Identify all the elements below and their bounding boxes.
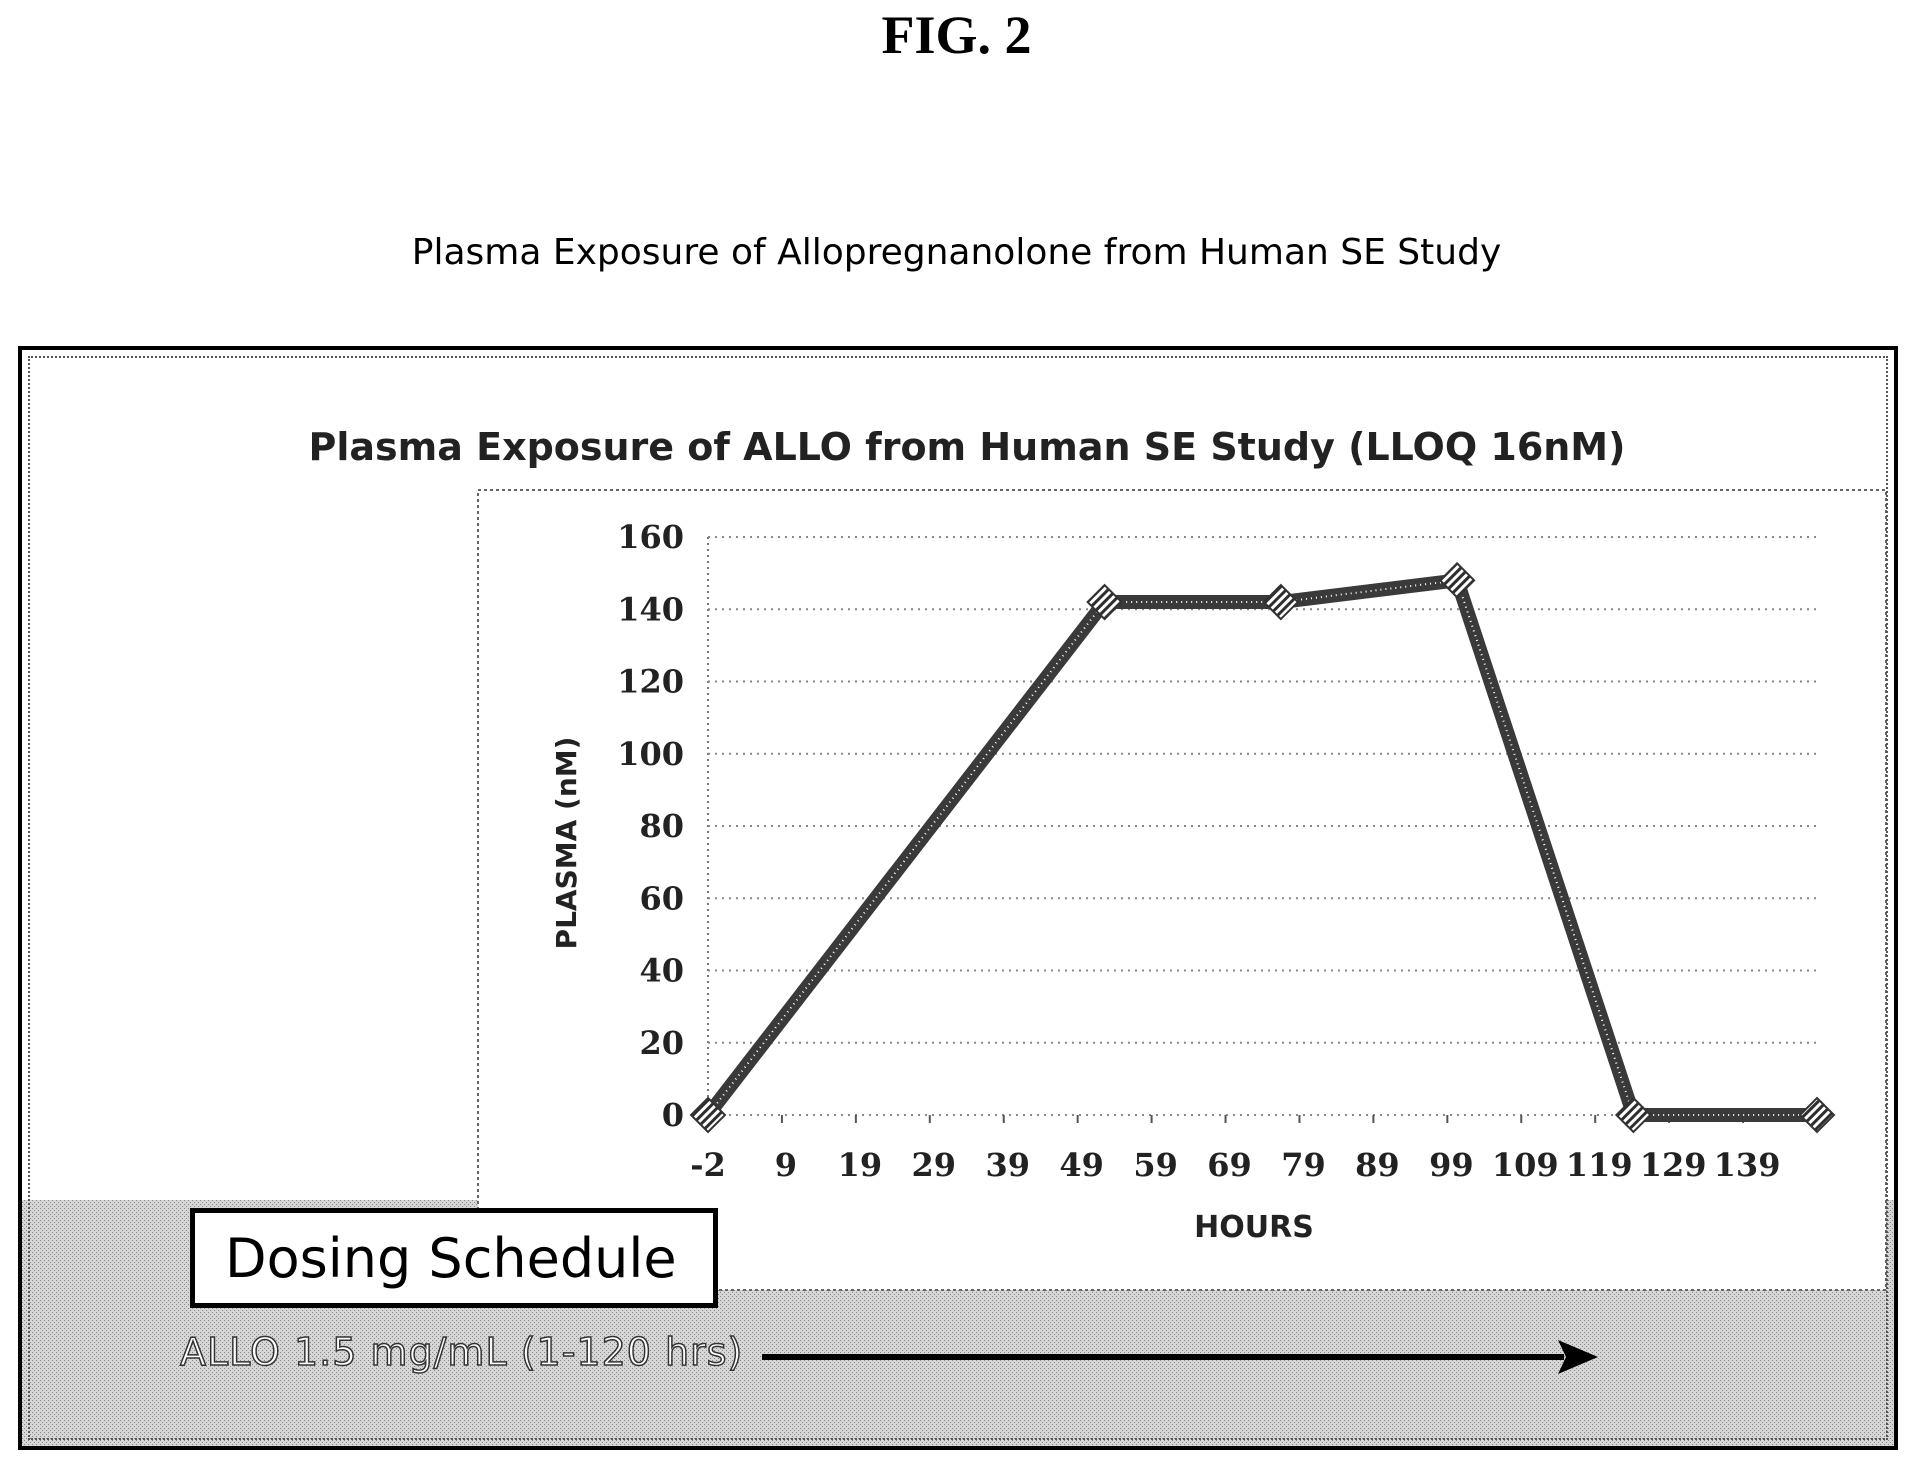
x-tick-label: 139 (1714, 1146, 1781, 1184)
x-tick-label: 49 (1059, 1146, 1104, 1184)
y-tick-label: 40 (639, 952, 684, 990)
y-tick-label: 20 (639, 1024, 684, 1062)
dosing-arrow (762, 1330, 1602, 1380)
y-tick-label: 100 (617, 735, 684, 773)
y-axis-label: PLASMA (nM) (550, 737, 583, 950)
x-tick-label: 119 (1566, 1146, 1633, 1184)
x-tick-label: 99 (1429, 1146, 1474, 1184)
dosing-regimen-text: ALLO 1.5 mg/mL (1-120 hrs) (180, 1330, 743, 1374)
x-tick-label: 29 (912, 1146, 957, 1184)
chart-title: Plasma Exposure of ALLO from Human SE St… (309, 425, 1626, 469)
dosing-schedule-box: Dosing Schedule (190, 1208, 718, 1308)
y-tick-label: 60 (639, 879, 684, 917)
chart-frame: Plasma Exposure of ALLO from Human SE St… (18, 346, 1898, 1450)
x-tick-label: 9 (775, 1146, 797, 1184)
x-tick-label: 39 (985, 1146, 1030, 1184)
dosing-schedule-label: Dosing Schedule (225, 1227, 677, 1290)
x-tick-label: 129 (1640, 1146, 1707, 1184)
y-tick-label: 160 (617, 518, 684, 556)
x-tick-label: -2 (690, 1146, 726, 1184)
x-tick-label: 19 (838, 1146, 883, 1184)
y-tick-label: 120 (617, 663, 684, 701)
y-tick-label: 0 (662, 1096, 684, 1134)
x-tick-label: 69 (1207, 1146, 1252, 1184)
x-tick-label: 89 (1355, 1146, 1400, 1184)
y-tick-label: 140 (617, 590, 684, 628)
x-tick-label: 59 (1133, 1146, 1178, 1184)
figure-title: FIG. 2 (0, 4, 1913, 66)
figure-caption: Plasma Exposure of Allopregnanolone from… (0, 232, 1913, 273)
x-tick-label: 109 (1492, 1146, 1559, 1184)
y-tick-label: 80 (639, 807, 684, 845)
x-axis-label: HOURS (1194, 1210, 1314, 1245)
x-tick-label: 79 (1281, 1146, 1326, 1184)
